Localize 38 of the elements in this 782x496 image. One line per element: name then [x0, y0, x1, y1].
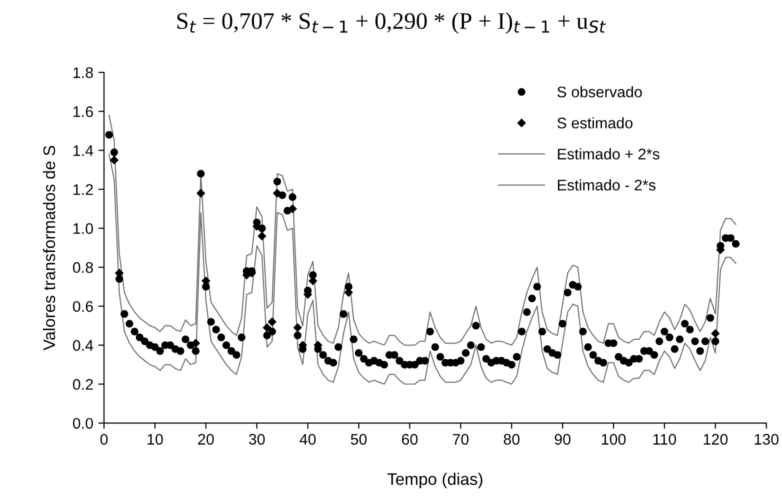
- x-tick-label: 130: [754, 434, 779, 445]
- point: [710, 329, 720, 338]
- x-tick-label: 30: [248, 434, 265, 445]
- point: [110, 156, 119, 165]
- x-tick-label: 90: [554, 434, 570, 445]
- chart-title: S$_{t}$ = 0,707 * S$_{t−1}$ + 0,290 * (P + I)$_{t−1}$ + u$_{St}$: [177, 12, 606, 34]
- x-tick-label: 60: [402, 434, 418, 445]
- y-tick-label: 0.0: [72, 418, 93, 429]
- x-tick-label: 100: [602, 434, 626, 445]
- y-tick-label: 1.4: [74, 145, 94, 156]
- legend-label: Estimado + 2*s: [558, 148, 660, 160]
- y-tick-label: 0.8: [72, 262, 93, 273]
- x-tick-label: 20: [198, 434, 214, 445]
- x-tick-label: 50: [350, 434, 367, 445]
- x-tick-label: 80: [504, 434, 520, 445]
- x-tick-label: 0: [100, 434, 108, 445]
- x-axis-title: Tempo (dias): [387, 472, 482, 488]
- x-tick-label: 120: [704, 434, 728, 445]
- y-tick-label: 1.2: [74, 184, 93, 195]
- y-tick-label: 1.6: [74, 106, 93, 118]
- x-tick-label: 10: [148, 434, 163, 445]
- point: [268, 317, 277, 326]
- legend-label: S estimado: [557, 117, 632, 128]
- point: [196, 188, 206, 198]
- y-axis-title: Valores transformados de S: [42, 146, 56, 350]
- point: [258, 232, 266, 240]
- y-tick-label: 0.6: [72, 301, 93, 312]
- x-tick-label: 40: [300, 434, 316, 445]
- point: [262, 323, 272, 332]
- y-tick-label: 1.8: [74, 67, 93, 78]
- x-tick-label: 110: [653, 434, 676, 445]
- x-tick-label: 70: [452, 434, 469, 445]
- y-tick-label: 0.2: [72, 378, 93, 390]
- point: [293, 323, 302, 332]
- legend-label: Estimado - 2*s: [558, 179, 656, 191]
- y-tick-label: 1.0: [74, 223, 93, 234]
- legend-label: S observado: [557, 86, 642, 98]
- y-tick-label: 0.4: [72, 340, 94, 351]
